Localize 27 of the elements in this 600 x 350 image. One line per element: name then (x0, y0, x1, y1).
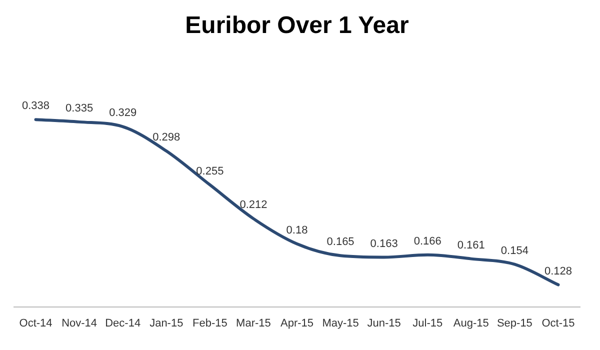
data-label: 0.128 (544, 265, 572, 278)
data-label: 0.161 (457, 239, 485, 252)
x-tick-label: May-15 (322, 317, 359, 330)
data-label: 0.163 (370, 238, 398, 250)
data-label: 0.166 (414, 235, 442, 248)
x-tick-label: Nov-14 (62, 317, 98, 330)
x-tick-label: Sep-15 (496, 317, 532, 330)
x-tick-label: Oct-14 (19, 317, 52, 330)
x-tick-label: Aug-15 (453, 317, 489, 330)
data-label: 0.165 (326, 236, 354, 248)
x-tick-label: Feb-15 (192, 317, 228, 330)
x-tick-label: Apr-15 (280, 317, 314, 330)
chart-title: Euribor Over 1 Year (185, 12, 409, 40)
data-label: 0.335 (66, 102, 94, 114)
x-tick-label: Dec-14 (105, 317, 141, 330)
x-tick-label: Oct-15 (542, 317, 575, 330)
data-label: 0.212 (240, 199, 268, 212)
data-label: 0.338 (22, 100, 50, 112)
x-tick-label: Mar-15 (236, 317, 271, 330)
x-tick-label: Jan-15 (150, 317, 184, 330)
data-label: 0.255 (196, 165, 224, 178)
data-label: 0.154 (500, 244, 528, 257)
data-label: 0.298 (152, 132, 180, 144)
x-tick-label: Jun-15 (367, 317, 401, 330)
data-label: 0.329 (109, 107, 137, 120)
data-label: 0.18 (286, 224, 308, 236)
x-tick-label: Jul-15 (412, 317, 443, 330)
